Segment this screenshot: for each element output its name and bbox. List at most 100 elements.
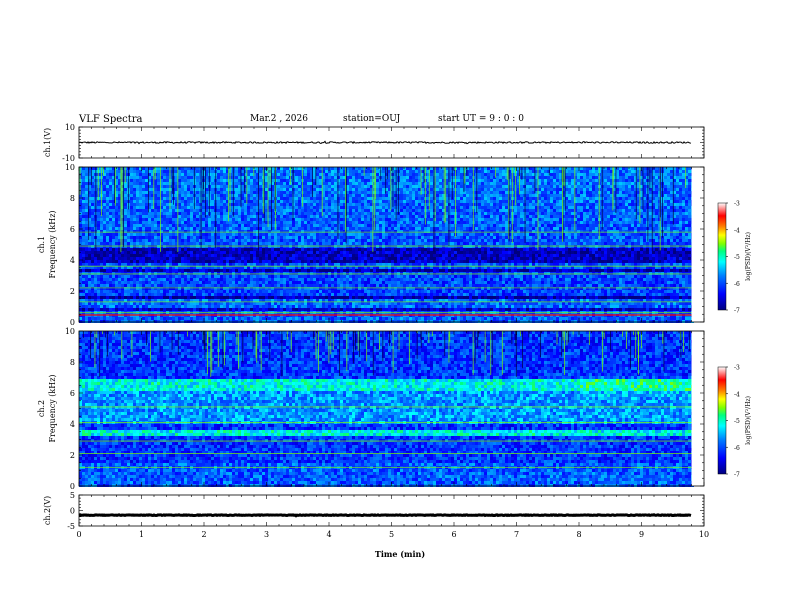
heatmap-cell [553, 182, 556, 185]
heatmap-cell [184, 179, 187, 182]
heatmap-cell [85, 173, 88, 176]
heatmap-cell [436, 167, 439, 170]
heatmap-cell [277, 176, 280, 179]
heatmap-cell [106, 179, 109, 182]
heatmap-cell [460, 185, 463, 188]
heatmap-cell [526, 170, 529, 173]
heatmap-cell [109, 170, 112, 173]
heatmap-cell [577, 182, 580, 185]
heatmap-cell [667, 170, 670, 173]
heatmap-cell [190, 170, 193, 173]
heatmap-cell [247, 173, 250, 176]
heatmap-cell [412, 185, 415, 188]
heatmap-cell [460, 167, 463, 170]
heatmap-cell [349, 188, 352, 191]
heatmap-cell [529, 170, 532, 173]
heatmap-cell [418, 173, 421, 176]
heatmap-cell [250, 167, 253, 170]
heatmap-cell [481, 191, 484, 194]
heatmap-cell [202, 191, 205, 194]
heatmap-cell [358, 170, 361, 173]
heatmap-cell [664, 182, 667, 185]
heatmap-cell [577, 191, 580, 194]
heatmap-cell [211, 170, 214, 173]
heatmap-cell [382, 176, 385, 179]
heatmap-cell [166, 173, 169, 176]
heatmap-cell [664, 185, 667, 188]
heatmap-cell [325, 185, 328, 188]
heatmap-cell [184, 170, 187, 173]
heatmap-cell [367, 173, 370, 176]
heatmap-cell [79, 194, 82, 197]
heatmap-cell [559, 185, 562, 188]
heatmap-cell [376, 191, 379, 194]
heatmap-cell [505, 185, 508, 188]
heatmap-cell [469, 188, 472, 191]
heatmap-cell [184, 173, 187, 176]
heatmap-cell [331, 179, 334, 182]
heatmap-cell [136, 185, 139, 188]
heatmap-cell [415, 182, 418, 185]
heatmap-cell [187, 188, 190, 191]
heatmap-cell [109, 185, 112, 188]
heatmap-cell [265, 173, 268, 176]
heatmap-cell [676, 176, 679, 179]
heatmap-cell [400, 191, 403, 194]
heatmap-cell [382, 170, 385, 173]
heatmap-cell [181, 191, 184, 194]
heatmap-cell [259, 182, 262, 185]
heatmap-cell [235, 194, 238, 197]
heatmap-cell [325, 170, 328, 173]
heatmap-cell [277, 182, 280, 185]
heatmap-cell [181, 182, 184, 185]
heatmap-cell [145, 194, 148, 197]
heatmap-cell [217, 170, 220, 173]
heatmap-cell [682, 185, 685, 188]
heatmap-cell [211, 179, 214, 182]
heatmap-cell [469, 185, 472, 188]
heatmap-cell [379, 185, 382, 188]
heatmap-cell [163, 188, 166, 191]
heatmap-cell [328, 182, 331, 185]
heatmap-cell [304, 176, 307, 179]
heatmap-cell [403, 182, 406, 185]
heatmap-cell [190, 188, 193, 191]
heatmap-cell [592, 191, 595, 194]
heatmap-cell [382, 179, 385, 182]
heatmap-cell [376, 185, 379, 188]
heatmap-cell [286, 194, 289, 197]
waveform-ch1-ylabel: ch.1(V) [43, 128, 52, 157]
heatmap-cell [82, 194, 85, 197]
heatmap-cell [283, 179, 286, 182]
heatmap-cell [136, 191, 139, 194]
heatmap-cell [466, 182, 469, 185]
heatmap-cell [85, 176, 88, 179]
heatmap-cell [667, 179, 670, 182]
heatmap-cell [625, 167, 628, 170]
heatmap-cell [592, 167, 595, 170]
heatmap-cell [643, 182, 646, 185]
heatmap-cell [394, 182, 397, 185]
heatmap-cell [133, 188, 136, 191]
heatmap-cell [352, 167, 355, 170]
heatmap-cell [604, 170, 607, 173]
heatmap-cell [349, 179, 352, 182]
heatmap-cell [382, 191, 385, 194]
heatmap-cell [229, 167, 232, 170]
heatmap-cell [268, 173, 271, 176]
heatmap-cell [187, 173, 190, 176]
heatmap-cell [283, 185, 286, 188]
heatmap-cell [355, 179, 358, 182]
heatmap-cell [589, 188, 592, 191]
heatmap-cell [85, 170, 88, 173]
heatmap-cell [526, 167, 529, 170]
heatmap-cell [676, 188, 679, 191]
heatmap-cell [184, 185, 187, 188]
heatmap-cell [478, 191, 481, 194]
heatmap-cell [592, 170, 595, 173]
heatmap-cell [277, 170, 280, 173]
heatmap-cell [655, 191, 658, 194]
heatmap-cell [340, 179, 343, 182]
heatmap-cell [376, 182, 379, 185]
heatmap-cell [295, 167, 298, 170]
